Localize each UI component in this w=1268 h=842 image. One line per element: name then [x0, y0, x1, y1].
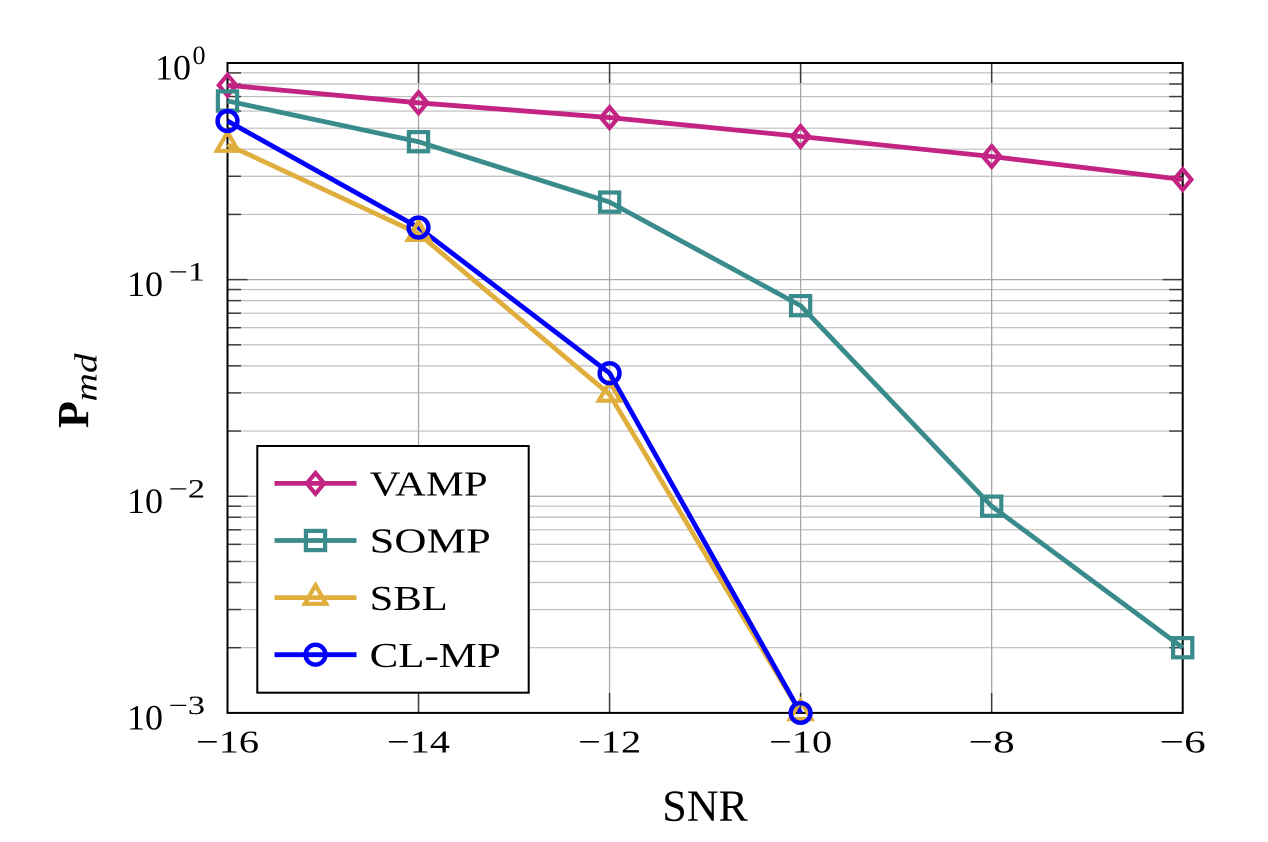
- svg-text:CL-MP: CL-MP: [370, 636, 501, 675]
- svg-text:−12: −12: [578, 724, 641, 760]
- svg-text:md: md: [68, 352, 104, 401]
- svg-text:VAMP: VAMP: [370, 465, 488, 504]
- svg-text:−3: −3: [169, 691, 206, 720]
- svg-text:10: 10: [127, 697, 163, 737]
- svg-text:−2: −2: [169, 474, 206, 503]
- svg-text:SNR: SNR: [662, 782, 748, 831]
- svg-text:P: P: [49, 401, 98, 428]
- svg-text:−16: −16: [196, 724, 259, 760]
- svg-text:SOMP: SOMP: [370, 522, 491, 561]
- svg-text:−6: −6: [1160, 724, 1206, 760]
- svg-text:−1: −1: [169, 258, 206, 287]
- svg-text:SBL: SBL: [370, 579, 448, 618]
- svg-text:10: 10: [155, 48, 191, 88]
- svg-text:−8: −8: [969, 724, 1015, 760]
- svg-text:0: 0: [193, 41, 206, 70]
- svg-text:10: 10: [127, 481, 163, 521]
- svg-text:−14: −14: [387, 724, 450, 760]
- svg-text:−10: −10: [769, 724, 832, 760]
- svg-text:10: 10: [127, 264, 163, 304]
